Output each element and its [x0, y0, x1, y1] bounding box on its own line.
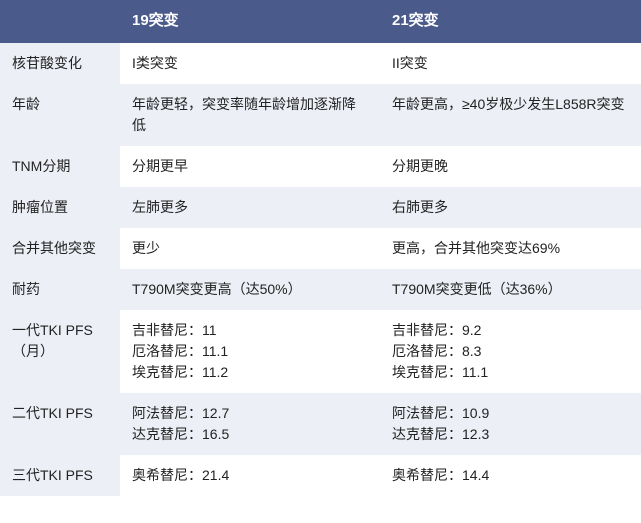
row-label: 二代TKI PFS — [0, 393, 120, 455]
header-col-2: 21突变 — [380, 0, 641, 43]
cell-c1: T790M突变更高（达50%） — [120, 269, 380, 310]
cell-c2: T790M突变更低（达36%） — [380, 269, 641, 310]
row-label: 年龄 — [0, 84, 120, 146]
cell-c2: II突变 — [380, 43, 641, 84]
cell-c1: 吉非替尼：11 厄洛替尼：11.1 埃克替尼：11.2 — [120, 310, 380, 393]
cell-c2: 右肺更多 — [380, 187, 641, 228]
row-label: TNM分期 — [0, 146, 120, 187]
row-label: 耐药 — [0, 269, 120, 310]
cell-c1: 左肺更多 — [120, 187, 380, 228]
row-label: 核苷酸变化 — [0, 43, 120, 84]
row-label: 一代TKI PFS（月） — [0, 310, 120, 393]
header-row: 19突变 21突变 — [0, 0, 641, 43]
table-row: 一代TKI PFS（月） 吉非替尼：11 厄洛替尼：11.1 埃克替尼：11.2… — [0, 310, 641, 393]
table-row: 核苷酸变化 I类突变 II突变 — [0, 43, 641, 84]
table-body: 核苷酸变化 I类突变 II突变 年龄 年龄更轻，突变率随年龄增加逐渐降低 年龄更… — [0, 43, 641, 496]
cell-c1: 奥希替尼：21.4 — [120, 455, 380, 496]
cell-c1: 阿法替尼：12.7 达克替尼：16.5 — [120, 393, 380, 455]
row-label: 三代TKI PFS — [0, 455, 120, 496]
header-corner — [0, 0, 120, 43]
cell-c2: 年龄更高，≥40岁极少发生L858R突变 — [380, 84, 641, 146]
table-row: 二代TKI PFS 阿法替尼：12.7 达克替尼：16.5 阿法替尼：10.9 … — [0, 393, 641, 455]
table-row: 合并其他突变 更少 更高，合并其他突变达69% — [0, 228, 641, 269]
table-row: TNM分期 分期更早 分期更晚 — [0, 146, 641, 187]
cell-c2: 更高，合并其他突变达69% — [380, 228, 641, 269]
table-row: 耐药 T790M突变更高（达50%） T790M突变更低（达36%） — [0, 269, 641, 310]
table-row: 肿瘤位置 左肺更多 右肺更多 — [0, 187, 641, 228]
cell-c2: 吉非替尼：9.2 厄洛替尼：8.3 埃克替尼：11.1 — [380, 310, 641, 393]
comparison-table: 19突变 21突变 核苷酸变化 I类突变 II突变 年龄 年龄更轻，突变率随年龄… — [0, 0, 641, 496]
cell-c2: 阿法替尼：10.9 达克替尼：12.3 — [380, 393, 641, 455]
cell-c1: 更少 — [120, 228, 380, 269]
cell-c2: 分期更晚 — [380, 146, 641, 187]
cell-c1: 分期更早 — [120, 146, 380, 187]
cell-c1: I类突变 — [120, 43, 380, 84]
row-label: 肿瘤位置 — [0, 187, 120, 228]
table-row: 三代TKI PFS 奥希替尼：21.4 奥希替尼：14.4 — [0, 455, 641, 496]
cell-c2: 奥希替尼：14.4 — [380, 455, 641, 496]
header-col-1: 19突变 — [120, 0, 380, 43]
row-label: 合并其他突变 — [0, 228, 120, 269]
table-row: 年龄 年龄更轻，突变率随年龄增加逐渐降低 年龄更高，≥40岁极少发生L858R突… — [0, 84, 641, 146]
cell-c1: 年龄更轻，突变率随年龄增加逐渐降低 — [120, 84, 380, 146]
